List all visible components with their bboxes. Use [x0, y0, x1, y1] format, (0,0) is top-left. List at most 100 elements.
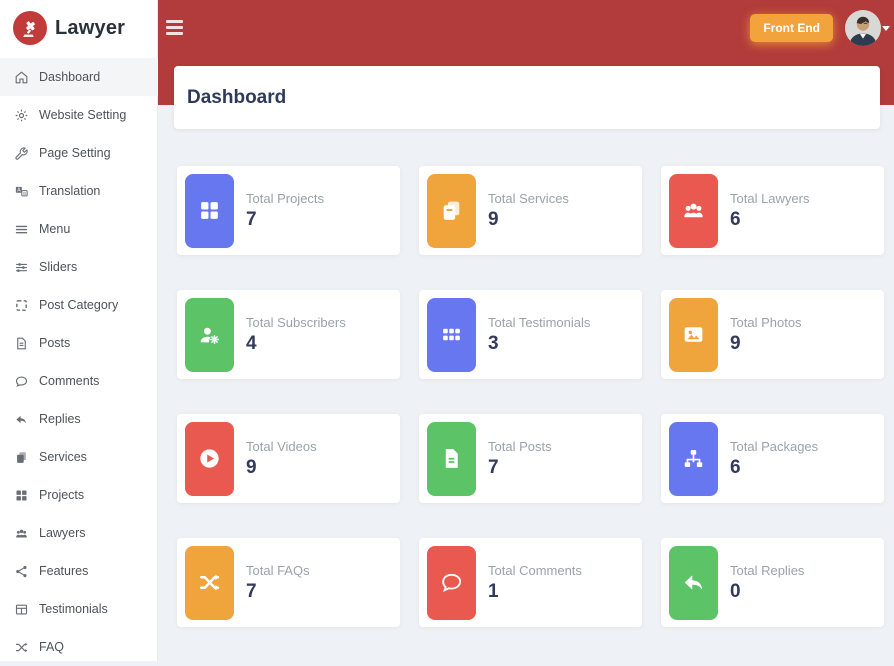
stat-card-total-videos: Total Videos 9	[177, 414, 400, 503]
chevron-down-icon[interactable]	[882, 26, 890, 31]
user-avatar[interactable]	[845, 10, 881, 46]
shuffle-icon	[185, 545, 234, 620]
stat-value: 9	[488, 208, 499, 230]
comment-icon	[427, 545, 476, 620]
sidebar-item-label: Translation	[39, 184, 101, 198]
stat-label: Total Posts	[488, 438, 552, 454]
sidebar-item-label: Posts	[39, 336, 71, 350]
stat-card-total-services: Total Services 9	[419, 166, 642, 255]
stat-value: 6	[730, 456, 741, 478]
stat-text: Total Subscribers 4	[246, 315, 346, 355]
sidebar-item-label: Menu	[39, 222, 71, 236]
sidebar-item-label: Website Setting	[39, 108, 127, 122]
sidebar-item-menu[interactable]: Menu	[0, 210, 158, 248]
topbar: Front End	[158, 0, 894, 56]
table-cells-icon	[427, 297, 476, 372]
stat-text: Total Lawyers 6	[730, 191, 809, 231]
sidebar-item-page-setting[interactable]: Page Setting	[0, 134, 158, 172]
sidebar-nav: Dashboard Website Setting Page Setting A…	[0, 56, 158, 666]
stat-card-total-testimonials: Total Testimonials 3	[419, 290, 642, 379]
sidebar-item-post-category[interactable]: Post Category	[0, 286, 158, 324]
user-gear-icon	[185, 297, 234, 372]
stat-value: 7	[246, 580, 257, 602]
sitemap-icon	[669, 421, 718, 496]
sidebar-item-testimonials[interactable]: Testimonials	[0, 590, 158, 628]
menu-bars-icon	[14, 222, 29, 237]
reply-icon	[669, 545, 718, 620]
stat-value: 9	[246, 456, 257, 478]
sidebar-item-label: Dashboard	[39, 70, 101, 84]
stat-text: Total Replies 0	[730, 563, 804, 603]
sidebar-item-dashboard[interactable]: Dashboard	[0, 58, 158, 96]
stat-label: Total Comments	[488, 562, 582, 578]
stat-value: 1	[488, 580, 499, 602]
sidebar-item-label: Projects	[39, 488, 85, 502]
sidebar-item-label: Post Category	[39, 298, 119, 312]
sidebar-item-label: FAQ	[39, 640, 65, 654]
front-end-button[interactable]: Front End	[750, 14, 833, 42]
sidebar-item-lawyers[interactable]: Lawyers	[0, 514, 158, 552]
users-icon	[669, 173, 718, 248]
stat-label: Total Services	[488, 190, 569, 206]
svg-text:A: A	[17, 187, 21, 193]
stat-label: Total Subscribers	[246, 314, 346, 330]
brand-name: Lawyer	[55, 16, 126, 39]
stat-value: 6	[730, 208, 741, 230]
grid-icon	[14, 488, 29, 503]
stat-card-total-subscribers: Total Subscribers 4	[177, 290, 400, 379]
brand-logo[interactable]: Lawyer	[0, 0, 158, 56]
stat-label: Total Videos	[246, 438, 317, 454]
sidebar-item-sliders[interactable]: Sliders	[0, 248, 158, 286]
stat-card-total-replies: Total Replies 0	[661, 538, 884, 627]
category-icon	[14, 298, 29, 313]
sidebar-item-services[interactable]: Services	[0, 438, 158, 476]
sidebar: Lawyer Dashboard Website Setting Page Se…	[0, 0, 158, 661]
stat-text: Total Photos 9	[730, 315, 802, 355]
sidebar-item-replies[interactable]: Replies	[0, 400, 158, 438]
sidebar-item-posts[interactable]: Posts	[0, 324, 158, 362]
hamburger-menu-icon[interactable]	[166, 20, 184, 36]
gear-icon	[14, 108, 29, 123]
image-icon	[669, 297, 718, 372]
stat-text: Total Projects 7	[246, 191, 324, 231]
svg-text:B: B	[23, 190, 26, 195]
share-icon	[14, 564, 29, 579]
copy-icon	[427, 173, 476, 248]
stat-card-total-projects: Total Projects 7	[177, 166, 400, 255]
stat-label: Total Replies	[730, 562, 805, 578]
sidebar-item-label: Services	[39, 450, 87, 464]
stat-label: Total Lawyers	[730, 190, 810, 206]
stat-label: Total Photos	[730, 314, 802, 330]
sidebar-item-features[interactable]: Features	[0, 552, 158, 590]
stat-label: Total Testimonials	[488, 314, 591, 330]
stat-value: 7	[246, 208, 257, 230]
stat-card-total-photos: Total Photos 9	[661, 290, 884, 379]
stat-text: Total Testimonials 3	[488, 315, 590, 355]
file-lines-icon	[427, 421, 476, 496]
sidebar-item-faq[interactable]: FAQ	[0, 628, 158, 666]
stat-label: Total Projects	[246, 190, 325, 206]
stat-text: Total FAQs 7	[246, 563, 310, 603]
page-heading-card: Dashboard	[174, 66, 880, 129]
sidebar-item-website-setting[interactable]: Website Setting	[0, 96, 158, 134]
stat-card-total-comments: Total Comments 1	[419, 538, 642, 627]
stat-text: Total Posts 7	[488, 439, 552, 479]
sidebar-item-label: Replies	[39, 412, 81, 426]
table-icon	[14, 602, 29, 617]
stat-value: 3	[488, 332, 499, 354]
reply-icon	[14, 412, 29, 427]
stat-label: Total Packages	[730, 438, 819, 454]
stat-text: Total Videos 9	[246, 439, 317, 479]
sliders-icon	[14, 260, 29, 275]
file-icon	[14, 336, 29, 351]
play-circle-icon	[185, 421, 234, 496]
stat-card-total-posts: Total Posts 7	[419, 414, 642, 503]
sidebar-item-comments[interactable]: Comments	[0, 362, 158, 400]
stat-card-total-faqs: Total FAQs 7	[177, 538, 400, 627]
stats-grid: Total Projects 7 Total Services 9 Total …	[177, 166, 884, 627]
stat-text: Total Packages 6	[730, 439, 818, 479]
sidebar-item-projects[interactable]: Projects	[0, 476, 158, 514]
sidebar-item-label: Features	[39, 564, 89, 578]
